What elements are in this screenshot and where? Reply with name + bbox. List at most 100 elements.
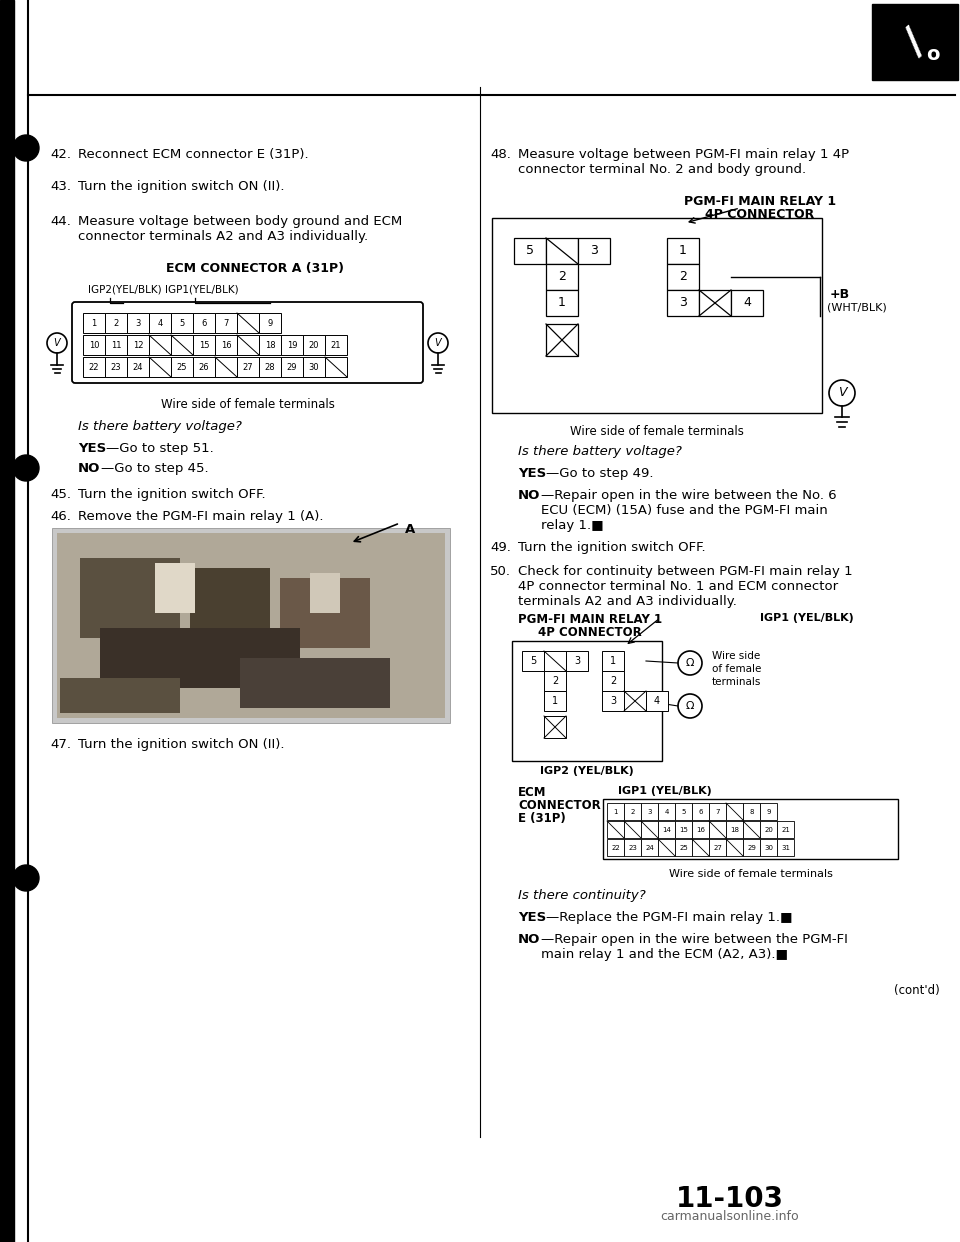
Text: /: / [898, 22, 933, 61]
Text: 20: 20 [764, 826, 773, 832]
Bar [237, 313, 259, 333]
Text: 4: 4 [157, 318, 162, 328]
Text: Is there continuity?: Is there continuity? [518, 889, 646, 902]
Text: V: V [435, 338, 442, 348]
Text: 1: 1 [552, 696, 558, 705]
Bar [303, 356, 325, 378]
Text: connector terminals A2 and A3 individually.: connector terminals A2 and A3 individual… [78, 230, 368, 243]
Bar [215, 356, 237, 378]
Text: 2: 2 [679, 271, 687, 283]
Bar [546, 238, 578, 265]
Bar [546, 265, 578, 289]
Bar [60, 678, 180, 713]
Text: E (31P): E (31P) [518, 812, 565, 825]
Text: ECM: ECM [518, 786, 546, 799]
Text: 5: 5 [682, 809, 685, 815]
Text: 21: 21 [331, 340, 341, 349]
Bar [646, 691, 668, 710]
Bar [641, 821, 658, 838]
Text: 5: 5 [530, 656, 536, 666]
Text: 1: 1 [91, 318, 97, 328]
Text: V: V [54, 338, 60, 348]
Text: 7: 7 [715, 809, 720, 815]
Bar [325, 335, 347, 355]
Bar [522, 651, 544, 671]
Text: 31: 31 [781, 845, 790, 851]
Text: 30: 30 [764, 845, 773, 851]
Text: —Go to step 51.: —Go to step 51. [106, 442, 214, 455]
Text: Check for continuity between PGM-FI main relay 1: Check for continuity between PGM-FI main… [518, 565, 852, 578]
Text: 15: 15 [679, 826, 688, 832]
Bar [777, 821, 794, 838]
Text: 2: 2 [113, 318, 119, 328]
Bar [193, 335, 215, 355]
Bar [171, 356, 193, 378]
Bar [149, 356, 171, 378]
Bar [0, 0, 14, 1242]
Bar [259, 335, 281, 355]
Bar [692, 840, 709, 856]
Text: 3: 3 [574, 656, 580, 666]
Text: 26: 26 [199, 363, 209, 371]
Text: 7: 7 [224, 318, 228, 328]
Text: PGM-FI MAIN RELAY 1: PGM-FI MAIN RELAY 1 [684, 195, 836, 207]
Text: terminals A2 and A3 individually.: terminals A2 and A3 individually. [518, 595, 737, 609]
Text: 2: 2 [610, 676, 616, 686]
Text: 6: 6 [698, 809, 703, 815]
Text: YES: YES [78, 442, 107, 455]
Text: 10: 10 [88, 340, 99, 349]
Bar [658, 840, 675, 856]
Bar [544, 671, 566, 691]
Bar [190, 568, 270, 628]
Text: 20: 20 [309, 340, 320, 349]
Bar [171, 335, 193, 355]
Text: Measure voltage between PGM-FI main relay 1 4P: Measure voltage between PGM-FI main rela… [518, 148, 850, 161]
Text: o: o [926, 46, 940, 65]
Bar [310, 573, 340, 614]
Bar [602, 651, 624, 671]
Bar [624, 804, 641, 820]
Text: 18: 18 [730, 826, 739, 832]
Text: 28: 28 [265, 363, 276, 371]
Bar [872, 4, 958, 79]
Bar [607, 821, 624, 838]
Bar [726, 821, 743, 838]
Text: 12: 12 [132, 340, 143, 349]
Text: 18: 18 [265, 340, 276, 349]
Text: 27: 27 [243, 363, 253, 371]
Bar [658, 821, 675, 838]
Bar [675, 840, 692, 856]
Bar [281, 356, 303, 378]
Bar [149, 335, 171, 355]
Text: main relay 1 and the ECM (A2, A3).■: main relay 1 and the ECM (A2, A3).■ [541, 948, 788, 961]
Bar [658, 804, 675, 820]
Text: Turn the ignition switch OFF.: Turn the ignition switch OFF. [518, 542, 706, 554]
Text: IGP1 (YEL/BLK): IGP1 (YEL/BLK) [760, 614, 853, 623]
Text: 2: 2 [631, 809, 635, 815]
Bar [127, 335, 149, 355]
Bar [281, 335, 303, 355]
Text: 27: 27 [713, 845, 722, 851]
Bar [641, 840, 658, 856]
Text: (WHT/BLK): (WHT/BLK) [827, 302, 887, 312]
Text: YES: YES [518, 910, 546, 924]
Bar [57, 533, 445, 718]
Text: 8: 8 [749, 809, 754, 815]
Text: 3: 3 [610, 696, 616, 705]
Text: 4P CONNECTOR: 4P CONNECTOR [706, 207, 815, 221]
Text: IGP2 (YEL/BLK): IGP2 (YEL/BLK) [540, 766, 634, 776]
Bar [171, 313, 193, 333]
Text: 23: 23 [628, 845, 636, 851]
Text: Is there battery voltage?: Is there battery voltage? [518, 445, 682, 458]
Bar [512, 641, 662, 761]
Text: 25: 25 [679, 845, 688, 851]
Text: 16: 16 [221, 340, 231, 349]
Text: —Replace the PGM-FI main relay 1.■: —Replace the PGM-FI main relay 1.■ [546, 910, 793, 924]
Bar [624, 840, 641, 856]
Bar [127, 313, 149, 333]
Bar [100, 628, 300, 688]
Text: terminals: terminals [712, 677, 761, 687]
Text: 11-103: 11-103 [676, 1185, 784, 1213]
Text: 1: 1 [610, 656, 616, 666]
Text: NO: NO [518, 489, 540, 502]
